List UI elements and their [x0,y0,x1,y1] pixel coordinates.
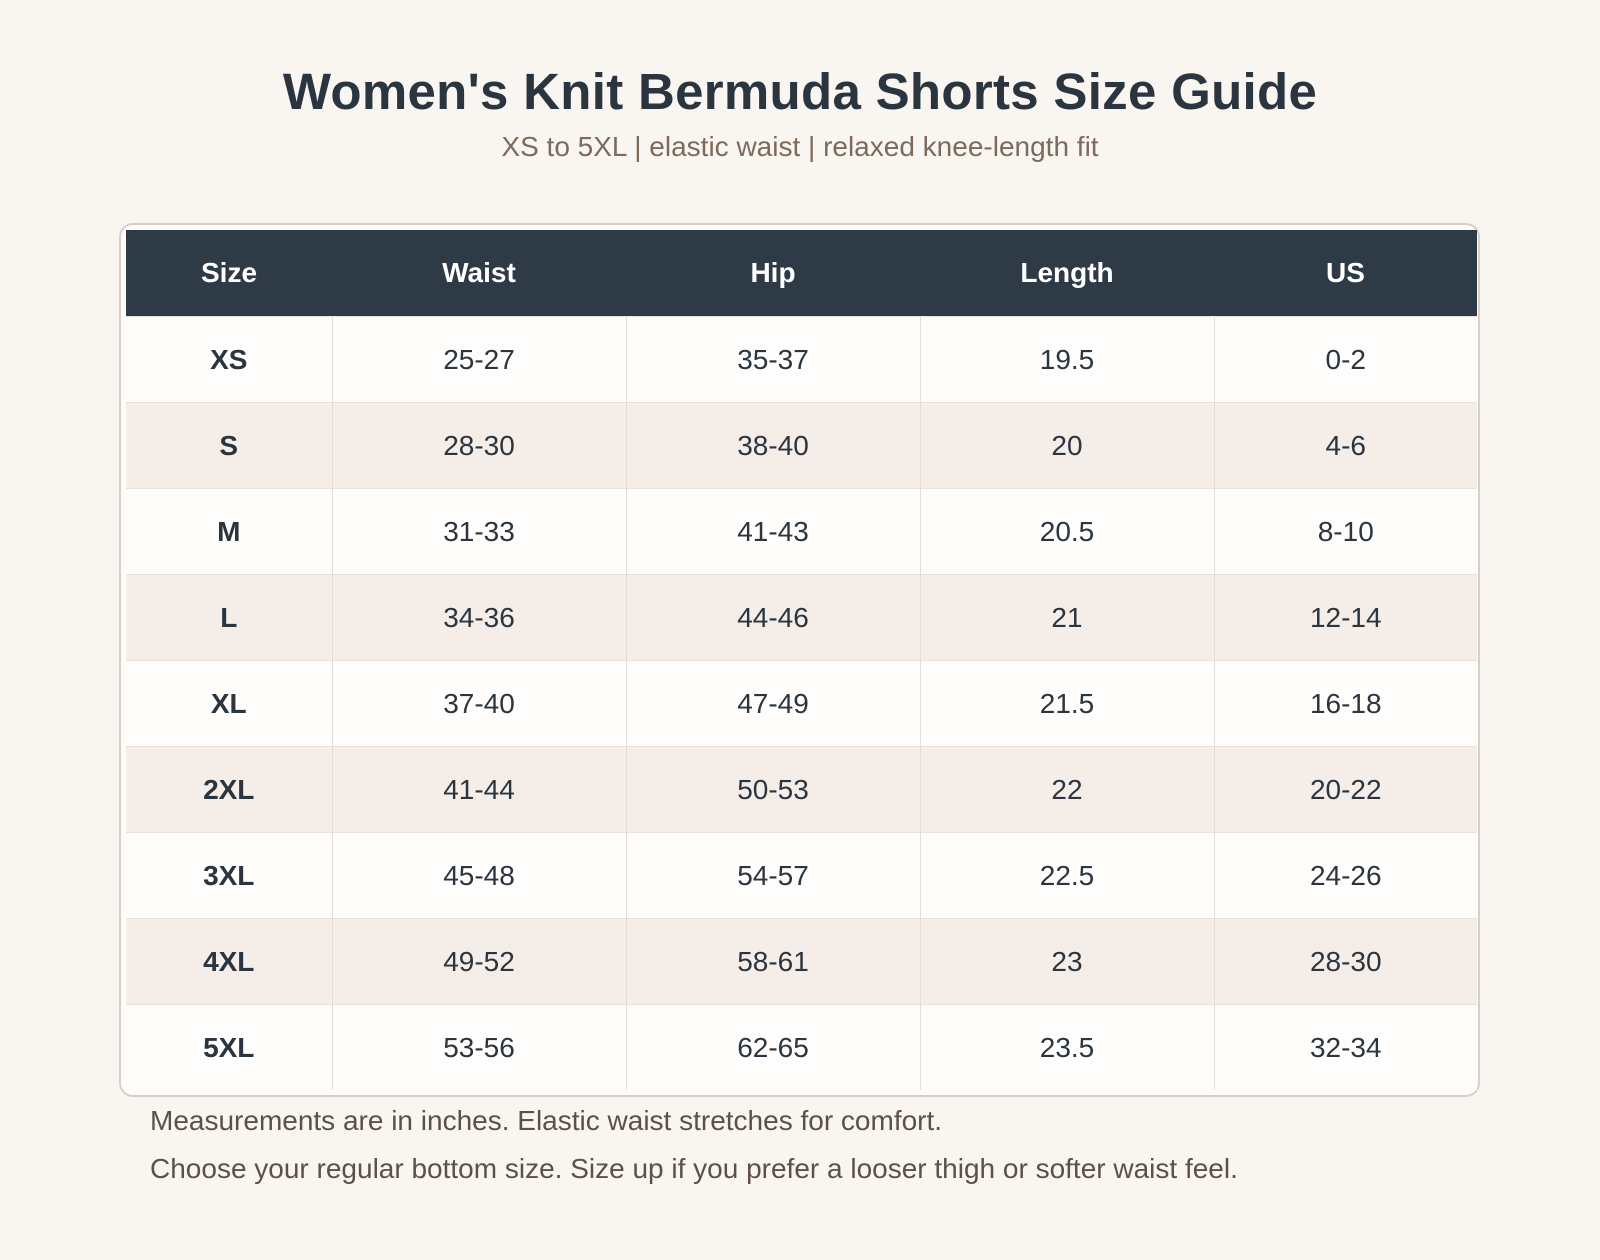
table-row: 5XL 53-56 62-65 23.5 32-34 [126,1004,1477,1090]
size-chart-table: Size Waist Hip Length US XS 25-27 35-37 … [126,230,1477,1090]
column-header-size: Size [126,230,332,317]
page-subtitle: XS to 5XL | elastic waist | relaxed knee… [501,131,1099,162]
hip-cell: 41-43 [625,488,920,575]
us-size-cell: 12-14 [1213,574,1477,661]
length-cell: 22.5 [919,832,1214,919]
waist-cell: 25-27 [331,316,626,403]
column-header-length: Length [920,230,1214,317]
size-cell: S [126,402,332,489]
column-header-waist: Waist [332,230,626,317]
table-row: 2XL 41-44 50-53 22 20-22 [126,746,1477,833]
waist-cell: 53-56 [331,1004,626,1090]
table-row: S 28-30 38-40 20 4-6 [126,402,1477,489]
us-size-cell: 4-6 [1213,402,1477,489]
footnote-measurements: Measurements are in inches. Elastic wais… [150,1105,943,1136]
us-size-cell: 16-18 [1213,660,1477,747]
hip-cell: 47-49 [625,660,920,747]
column-header-hip: Hip [626,230,920,317]
length-cell: 20 [919,402,1214,489]
waist-cell: 41-44 [331,746,626,833]
us-size-cell: 32-34 [1213,1004,1477,1090]
length-cell: 20.5 [919,488,1214,575]
length-cell: 19.5 [919,316,1214,403]
length-cell: 21 [919,574,1214,661]
hip-cell: 50-53 [625,746,920,833]
hip-cell: 44-46 [625,574,920,661]
us-size-cell: 8-10 [1213,488,1477,575]
us-size-cell: 20-22 [1213,746,1477,833]
waist-cell: 45-48 [331,832,626,919]
table-row: M 31-33 41-43 20.5 8-10 [126,488,1477,575]
footnote-fit-advice: Choose your regular bottom size. Size up… [150,1153,1238,1184]
waist-cell: 34-36 [331,574,626,661]
table-header-row: Size Waist Hip Length US [126,230,1477,317]
length-cell: 23.5 [919,1004,1214,1090]
size-cell: 4XL [126,918,332,1005]
size-cell: 5XL [126,1004,332,1090]
table-row: XS 25-27 35-37 19.5 0-2 [126,316,1477,403]
length-cell: 21.5 [919,660,1214,747]
hip-cell: 35-37 [625,316,920,403]
us-size-cell: 24-26 [1213,832,1477,919]
length-cell: 23 [919,918,1214,1005]
size-cell: M [126,488,332,575]
size-cell: XS [126,316,332,403]
length-cell: 22 [919,746,1214,833]
table-row: XL 37-40 47-49 21.5 16-18 [126,660,1477,747]
us-size-cell: 0-2 [1213,316,1477,403]
size-cell: 2XL [126,746,332,833]
hip-cell: 54-57 [625,832,920,919]
hip-cell: 58-61 [625,918,920,1005]
waist-cell: 49-52 [331,918,626,1005]
size-cell: XL [126,660,332,747]
waist-cell: 31-33 [331,488,626,575]
page-title: Women's Knit Bermuda Shorts Size Guide [282,63,1318,120]
hip-cell: 62-65 [625,1004,920,1090]
waist-cell: 28-30 [331,402,626,489]
us-size-cell: 28-30 [1213,918,1477,1005]
table-row: L 34-36 44-46 21 12-14 [126,574,1477,661]
hip-cell: 38-40 [625,402,920,489]
size-cell: L [126,574,332,661]
table-row: 3XL 45-48 54-57 22.5 24-26 [126,832,1477,919]
size-cell: 3XL [126,832,332,919]
table-row: 4XL 49-52 58-61 23 28-30 [126,918,1477,1005]
column-header-us: US [1214,230,1477,317]
waist-cell: 37-40 [331,660,626,747]
footnotes: Measurements are in inches. Elastic wais… [150,1097,1238,1193]
